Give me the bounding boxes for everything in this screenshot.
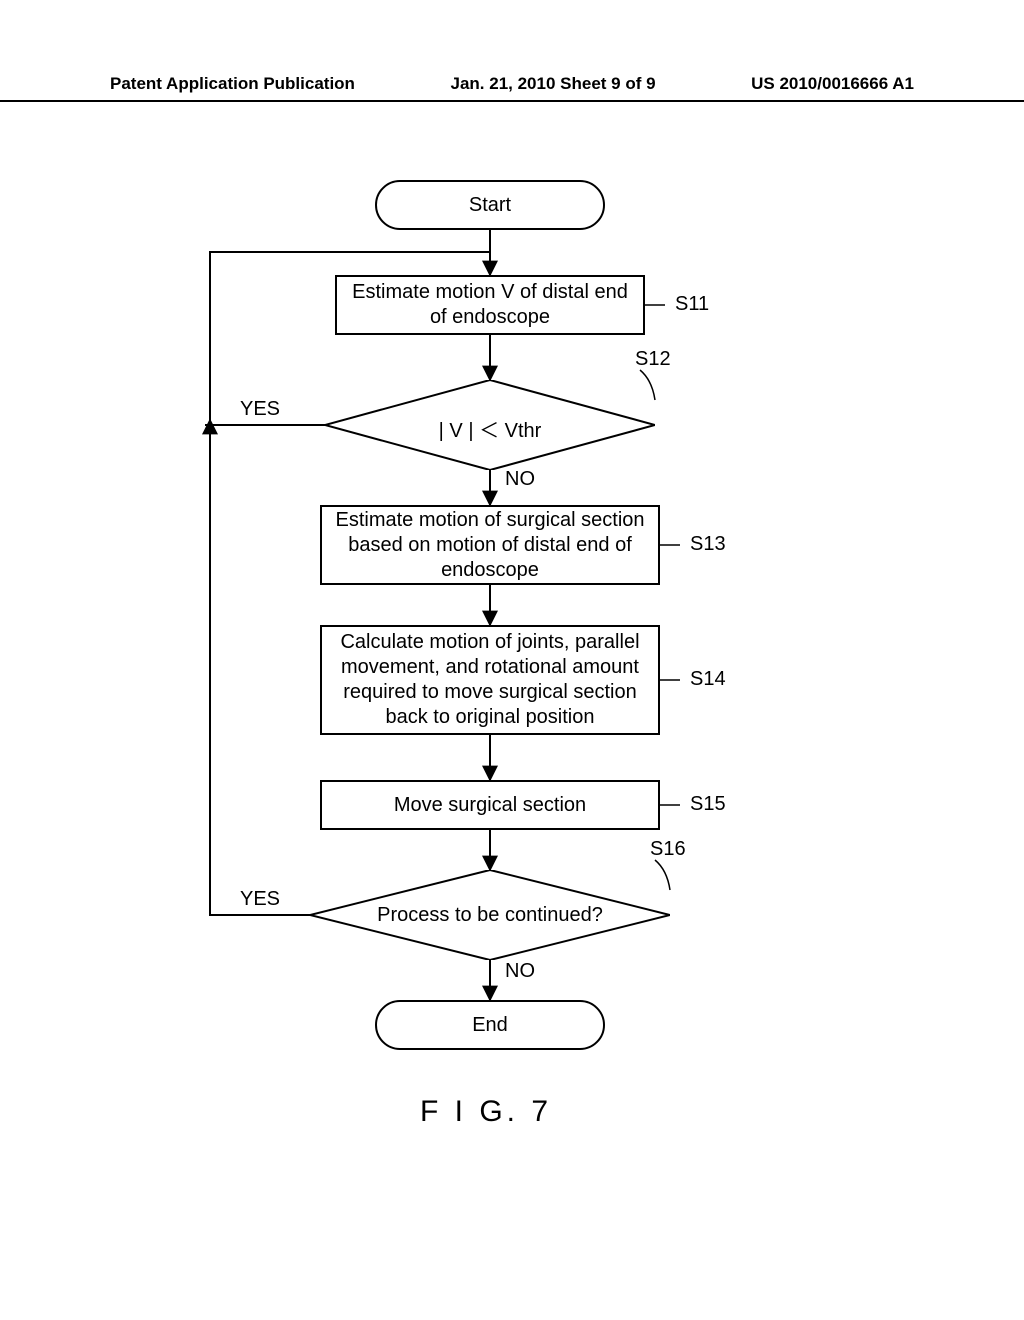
ref-s15: S15 <box>690 793 726 816</box>
decision-s12: | V | ＜ Vthr <box>325 380 655 470</box>
s15-text: Move surgical section <box>394 793 586 818</box>
s16-text: Process to be continued? <box>310 904 670 927</box>
flowchart: Start Estimate motion V of distal end of… <box>0 170 1024 1210</box>
header-left: Patent Application Publication <box>110 74 355 94</box>
process-s13: Estimate motion of surgical section base… <box>320 505 660 585</box>
start-label: Start <box>469 193 511 218</box>
header-right: US 2010/0016666 A1 <box>751 74 914 94</box>
s16-no-label: NO <box>505 960 535 983</box>
terminator-end: End <box>375 1000 605 1050</box>
terminator-start: Start <box>375 180 605 230</box>
s12-no-label: NO <box>505 468 535 491</box>
header-center: Jan. 21, 2010 Sheet 9 of 9 <box>451 74 656 94</box>
ref-s14: S14 <box>690 668 726 691</box>
ref-s16: S16 <box>650 838 686 861</box>
end-label: End <box>472 1013 508 1038</box>
ref-s12: S12 <box>635 348 671 371</box>
page: Patent Application Publication Jan. 21, … <box>0 0 1024 1320</box>
s12-yes-label: YES <box>240 398 280 421</box>
s12-text: | V | ＜ Vthr <box>325 414 655 443</box>
process-s15: Move surgical section <box>320 780 660 830</box>
s16-yes-label: YES <box>240 888 280 911</box>
s14-text: Calculate motion of joints, parallel mov… <box>332 630 648 730</box>
process-s14: Calculate motion of joints, parallel mov… <box>320 625 660 735</box>
decision-s16: Process to be continued? <box>310 870 670 960</box>
figure-caption: F I G. 7 <box>420 1095 552 1129</box>
s13-text: Estimate motion of surgical section base… <box>332 508 648 583</box>
process-s11: Estimate motion V of distal end of endos… <box>335 275 645 335</box>
page-header: Patent Application Publication Jan. 21, … <box>0 74 1024 102</box>
s11-text: Estimate motion V of distal end of endos… <box>347 280 633 330</box>
ref-s13: S13 <box>690 533 726 556</box>
ref-s11: S11 <box>675 293 709 316</box>
header-row: Patent Application Publication Jan. 21, … <box>0 74 1024 100</box>
